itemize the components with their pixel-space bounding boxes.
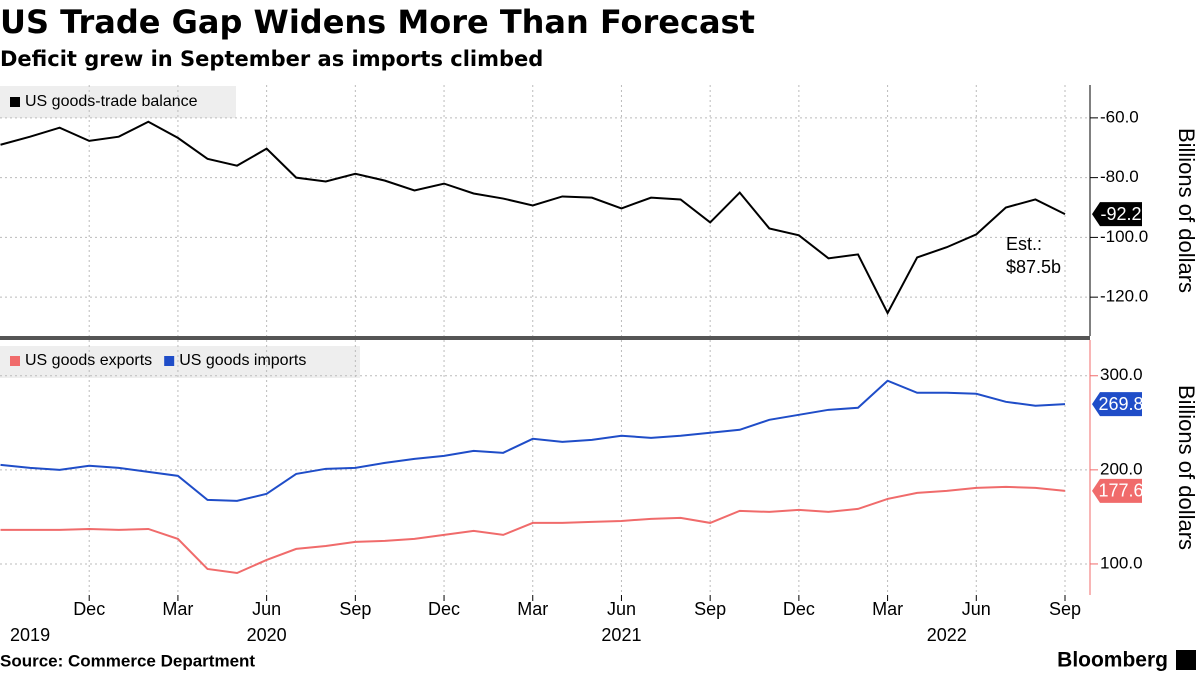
value-label: 177.6 bbox=[1098, 481, 1143, 501]
brand: Bloomberg bbox=[1057, 649, 1168, 672]
data-line bbox=[0, 379, 1066, 502]
chart-title: US Trade Gap Widens More Than Forecast bbox=[0, 3, 755, 41]
x-tick-label: Mar bbox=[162, 599, 193, 619]
x-tick-label: Jun bbox=[252, 599, 281, 619]
x-tick-label: Dec bbox=[783, 599, 815, 619]
y-tick-label: -100.0 bbox=[1100, 227, 1148, 246]
y-tick-label: -60.0 bbox=[1100, 107, 1139, 126]
x-tick-label: Mar bbox=[872, 599, 903, 619]
x-tick-label: Sep bbox=[1049, 599, 1081, 619]
y-axis-label: Billions of dollars bbox=[1174, 128, 1199, 293]
x-tick-label: Sep bbox=[694, 599, 726, 619]
legend-label: US goods imports bbox=[179, 352, 306, 369]
y-tick-label: -80.0 bbox=[1100, 167, 1139, 186]
x-tick-label: Dec bbox=[73, 599, 105, 619]
legend-label: US goods-trade balance bbox=[25, 93, 198, 110]
data-line bbox=[0, 485, 1066, 575]
y-tick-label: 300.0 bbox=[1100, 365, 1143, 384]
x-year-label: 2020 bbox=[247, 625, 287, 645]
value-label: 269.8 bbox=[1098, 394, 1143, 414]
y-tick-label: 200.0 bbox=[1100, 459, 1143, 478]
data-line bbox=[0, 120, 1066, 316]
x-tick-label: Jun bbox=[607, 599, 636, 619]
annotation: Est.: bbox=[1006, 234, 1042, 254]
x-tick-label: Dec bbox=[428, 599, 460, 619]
legend-swatch bbox=[164, 356, 175, 366]
x-tick-label: Jun bbox=[962, 599, 991, 619]
brand-icon bbox=[1176, 650, 1196, 670]
value-badge bbox=[1092, 392, 1142, 417]
legend-swatch bbox=[10, 97, 20, 107]
source: Source: Commerce Department bbox=[0, 651, 255, 670]
legend-swatch bbox=[10, 356, 20, 366]
value-label: -92.2 bbox=[1100, 204, 1141, 224]
x-tick-label: Sep bbox=[339, 599, 371, 619]
chart-subtitle: Deficit grew in September as imports cli… bbox=[0, 47, 543, 71]
annotation: $87.5b bbox=[1006, 257, 1061, 277]
y-axis-label: Billions of dollars bbox=[1174, 385, 1199, 550]
legend-label: US goods exports bbox=[25, 352, 152, 369]
x-tick-label: Mar bbox=[517, 599, 548, 619]
x-year-label: 2019 bbox=[10, 625, 50, 645]
y-tick-label: 100.0 bbox=[1100, 553, 1143, 572]
legend-box bbox=[0, 346, 360, 378]
value-badge bbox=[1092, 478, 1142, 503]
y-tick-label: -120.0 bbox=[1100, 287, 1148, 306]
legend-box bbox=[0, 86, 236, 118]
value-badge bbox=[1092, 202, 1142, 227]
x-year-label: 2021 bbox=[601, 625, 641, 645]
x-year-label: 2022 bbox=[927, 625, 967, 645]
panel-separator bbox=[0, 336, 1090, 340]
